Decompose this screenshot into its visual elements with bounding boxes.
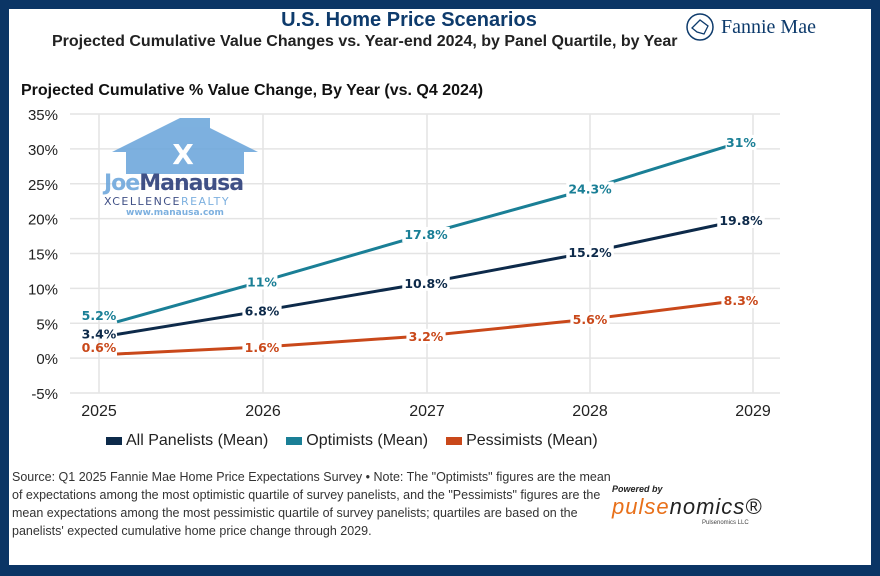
x-tick-label: 2025 [81,403,117,420]
series-line [116,298,742,356]
legend-label: Pessimists (Mean) [466,432,598,449]
data-label: 6.8% [245,304,280,319]
svg-text:JoeManausa: JoeManausa [102,171,243,196]
data-label-bg [566,181,614,197]
data-label-bg [246,274,278,290]
legend-item-pessimists: Pessimists (Mean) [446,432,598,450]
data-label: 8.3% [724,293,759,308]
data-label: 5.2% [82,308,117,323]
data-label: 10.8% [404,276,448,291]
x-tick-label: 2027 [409,403,445,420]
data-label: 3.2% [409,329,444,344]
data-label-bg [242,303,282,319]
legend-item-all-panelists: All Panelists (Mean) [106,432,268,450]
source-note: Source: Q1 2025 Fannie Mae Home Price Ex… [12,470,611,538]
brand-name: Fannie Mae [721,15,816,38]
data-label: 3.4% [82,326,117,341]
page-title: U.S. Home Price Scenarios [281,9,537,31]
data-label-bg [566,245,614,261]
data-label: 19.8% [719,213,763,228]
svg-text:www.manausa.com: www.manausa.com [126,208,224,218]
legend-swatch [446,436,463,445]
fannie-mae-logo: Fannie Mae [685,12,816,42]
x-tick-label: 2028 [572,403,608,420]
svg-text:X: X [172,138,194,171]
data-label-bg [721,293,761,309]
legend-swatch [286,436,303,445]
x-tick-label: 2029 [735,403,771,420]
data-labels: 3.4% 6.8% 10.8% 15.2% 19.8% 5.2% 11% 17.8% 24.3%… [82,134,765,355]
y-tick-label: 30% [28,142,58,159]
joe-manausa-watermark-logo: X JoeManausa XCELLENCEREALTY www.manausa… [102,118,258,218]
svg-text:XCELLENCEREALTY: XCELLENCEREALTY [104,195,230,208]
chart-card: U.S. Home Price Scenarios Projected Cumu… [9,9,871,565]
wordmark-part: nomics® [669,494,763,519]
y-tick-label: 35% [28,107,58,124]
powered-by-label: Powered by [612,484,663,494]
data-label: 24.3% [568,182,612,197]
data-label-bg [725,134,757,150]
y-tick-label: 20% [28,212,58,229]
fannie-mae-house-icon [686,13,714,41]
y-tick-label: 5% [36,316,58,333]
data-label-bg [242,339,282,355]
data-label: 1.6% [245,340,280,355]
chart-title: Projected Cumulative % Value Change, By … [21,82,484,99]
company-name: Pulsenomics LLC [702,520,749,526]
data-label: 15.2% [568,245,612,260]
data-label: 31% [726,135,756,150]
data-label: 17.8% [404,227,448,242]
data-label-bg [406,328,446,344]
y-tick-label: 10% [28,281,58,298]
pulsenomics-logo: Powered by pulsenomics® Pulsenomics LLC [612,484,763,526]
wordmark-part: pulse [612,494,670,519]
data-label: 5.6% [573,312,608,327]
legend-label: Optimists (Mean) [306,432,429,449]
x-tick-label: 2026 [245,403,281,420]
data-label: 11% [247,274,277,289]
y-tick-label: 15% [28,247,58,264]
legend-swatch [106,436,122,445]
legend-item-optimists: Optimists (Mean) [286,432,428,450]
data-label-bg [570,312,610,328]
page-subtitle: Projected Cumulative Value Changes vs. Y… [52,33,678,50]
y-tick-label: 25% [28,177,58,194]
data-label-bg [717,213,765,229]
legend-label: All Panelists (Mean) [126,432,269,449]
y-tick-label: -5% [31,386,58,403]
y-tick-label: 0% [36,351,58,368]
pulsenomics-wordmark: pulsenomics® [612,494,763,520]
data-label: 0.6% [82,340,117,355]
data-label-bg [402,226,450,242]
data-label-bg [402,275,450,291]
legend: All Panelists (Mean) Optimists (Mean) Pe… [106,432,598,450]
